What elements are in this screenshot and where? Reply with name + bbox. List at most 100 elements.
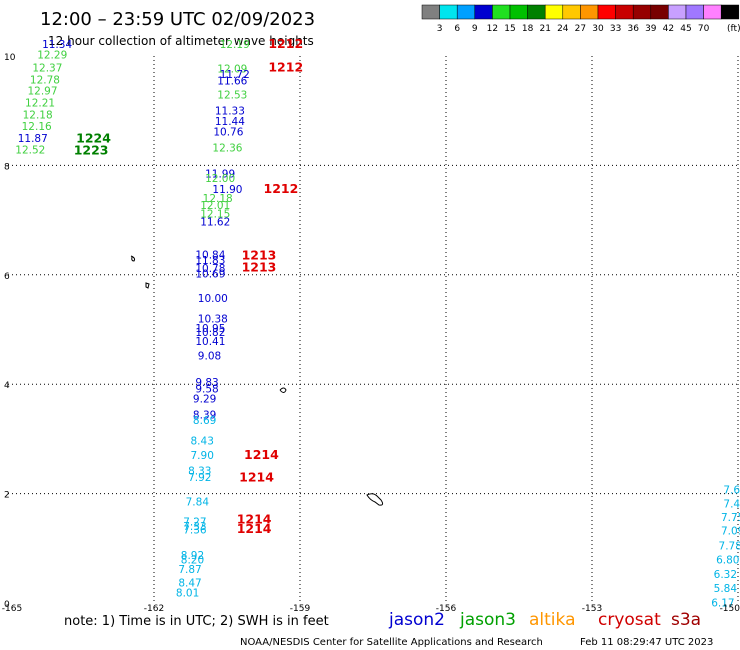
axis-labels: 0 2 4 6 8 10 -165 -162 -159 -156 -153 -150 [2, 53, 740, 614]
wave-height-value: 9.58 [195, 383, 218, 395]
time-label: 1224 [76, 130, 111, 145]
x-tick-label: -162 [144, 604, 164, 614]
wave-height-value: 12.53 [217, 90, 247, 102]
wave-height-value: 12.01 [200, 200, 230, 212]
time-label: 1212 [268, 36, 303, 51]
scale-swatch [720, 4, 740, 20]
wave-height-labels: 11.3412.2912.3712.7812.9712.2112.1812.16… [15, 36, 740, 609]
wave-height-value: 7.64 [723, 485, 740, 497]
wave-height-value: 7.75 [721, 512, 740, 524]
time-label: 1223 [74, 142, 109, 157]
wave-height-value: 12.52 [15, 144, 45, 156]
wave-height-value: 8.43 [191, 435, 214, 447]
y-tick-label: 4 [4, 381, 10, 391]
scale-label: 30 [592, 24, 604, 34]
scale-label: 70 [698, 24, 710, 34]
wave-height-value: 12.15 [200, 208, 230, 220]
wave-height-value: 11.99 [205, 168, 235, 180]
wave-height-value: 10.38 [198, 313, 228, 325]
wave-height-value: 8.47 [178, 578, 201, 590]
wave-height-value: 7.92 [188, 472, 211, 484]
scale-label: 42 [663, 24, 674, 34]
wave-height-value: 8.69 [193, 415, 216, 427]
grid-lines [8, 56, 739, 603]
scale-swatch [544, 4, 564, 20]
island-outline [366, 493, 384, 506]
wave-height-value: 11.66 [217, 75, 247, 87]
wave-height-value: 12.18 [23, 109, 53, 121]
wave-height-value: 8.39 [193, 410, 216, 422]
time-label: 1214 [237, 512, 272, 527]
scale-label: 33 [610, 24, 621, 34]
scale-label: 9 [472, 24, 478, 34]
wave-height-value: 11.62 [200, 217, 230, 229]
scale-swatch [562, 4, 581, 20]
wave-height-value: 7.43 [723, 498, 740, 510]
wave-height-value: 10.00 [198, 293, 228, 305]
footer-credit: NOAA/NESDIS Center for Satellite Applica… [240, 637, 543, 648]
scale-swatch [439, 4, 458, 20]
wave-height-value: 7.84 [186, 497, 210, 509]
wave-height-value: 10.41 [195, 336, 225, 348]
scale-unit: (ft) [727, 24, 740, 34]
legend-cryosat: cryosat [598, 610, 661, 630]
time-label: 1212 [264, 181, 299, 196]
wave-height-value: 12.29 [37, 50, 67, 62]
x-tick-label: -153 [582, 604, 602, 614]
time-label: 1212 [268, 59, 303, 74]
wave-height-value: 6.32 [714, 569, 737, 581]
wave-height-value: 8.20 [181, 555, 204, 567]
wave-height-value: 7.36 [183, 525, 207, 537]
wave-height-value: 5.84 [714, 583, 738, 595]
y-tick-label: 0 [4, 600, 10, 610]
wave-height-value: 8.33 [188, 465, 211, 477]
scale-swatch [527, 4, 546, 20]
wave-height-value: 12.97 [27, 85, 57, 97]
scale-label: 21 [539, 24, 550, 34]
chart-subtitle: 12 hour collection of altimeter wave hei… [48, 34, 314, 48]
scale-label: 12 [487, 24, 498, 34]
wave-height-value: 6.80 [716, 555, 739, 567]
scale-swatch [509, 4, 528, 20]
y-tick-label: 6 [4, 272, 10, 282]
wave-height-value: 12.00 [205, 173, 235, 185]
satellite-legend: note: 1) Time is in UTC; 2) SWH is in fe… [64, 610, 701, 630]
time-label: 1214 [244, 447, 279, 462]
time-label: 1213 [242, 247, 277, 262]
scale-label: 27 [575, 24, 586, 34]
coastline-marks [130, 255, 384, 506]
scale-label: 24 [557, 24, 569, 34]
scale-label: 15 [504, 24, 515, 34]
scale-label: 18 [522, 24, 534, 34]
wave-height-value: 7.09 [721, 526, 740, 538]
island-outline [130, 255, 136, 262]
legend-jason2: jason2 [388, 610, 445, 630]
wave-height-value: 12.16 [22, 121, 52, 133]
wave-height-value: 12.21 [25, 97, 55, 109]
wave-height-value: 9.83 [195, 377, 218, 389]
time-label: 1214 [239, 470, 274, 485]
wave-height-value: 7.27 [183, 516, 206, 528]
wave-height-value: 11.72 [220, 69, 250, 81]
wave-height-value: 12.09 [217, 63, 247, 75]
legend-jason3: jason3 [459, 610, 516, 630]
scale-swatch [615, 4, 634, 20]
wave-height-value: 11.87 [18, 133, 48, 145]
time-label: 1213 [242, 260, 277, 275]
wave-height-value: 8.92 [181, 550, 204, 562]
wave-height-value: 11.34 [42, 39, 72, 51]
scale-label: 6 [454, 24, 460, 34]
x-tick-label: -159 [290, 604, 311, 614]
scale-swatch [597, 4, 616, 20]
wave-height-value: 10.82 [195, 327, 225, 339]
island-outline [279, 387, 287, 393]
x-tick-label: -156 [436, 604, 457, 614]
scale-label: 45 [680, 24, 691, 34]
wave-height-value: 9.29 [193, 393, 216, 405]
y-tick-label: 10 [4, 53, 16, 63]
color-scale-legend: 3 6 9 12 15 18 21 24 27 30 33 36 39 42 45 70 (ft) [421, 4, 740, 34]
legend-s3a: s3a [671, 610, 701, 630]
scale-swatch [492, 4, 511, 20]
wave-height-value: 12.18 [203, 193, 233, 205]
wave-height-value: 10.76 [213, 126, 243, 138]
